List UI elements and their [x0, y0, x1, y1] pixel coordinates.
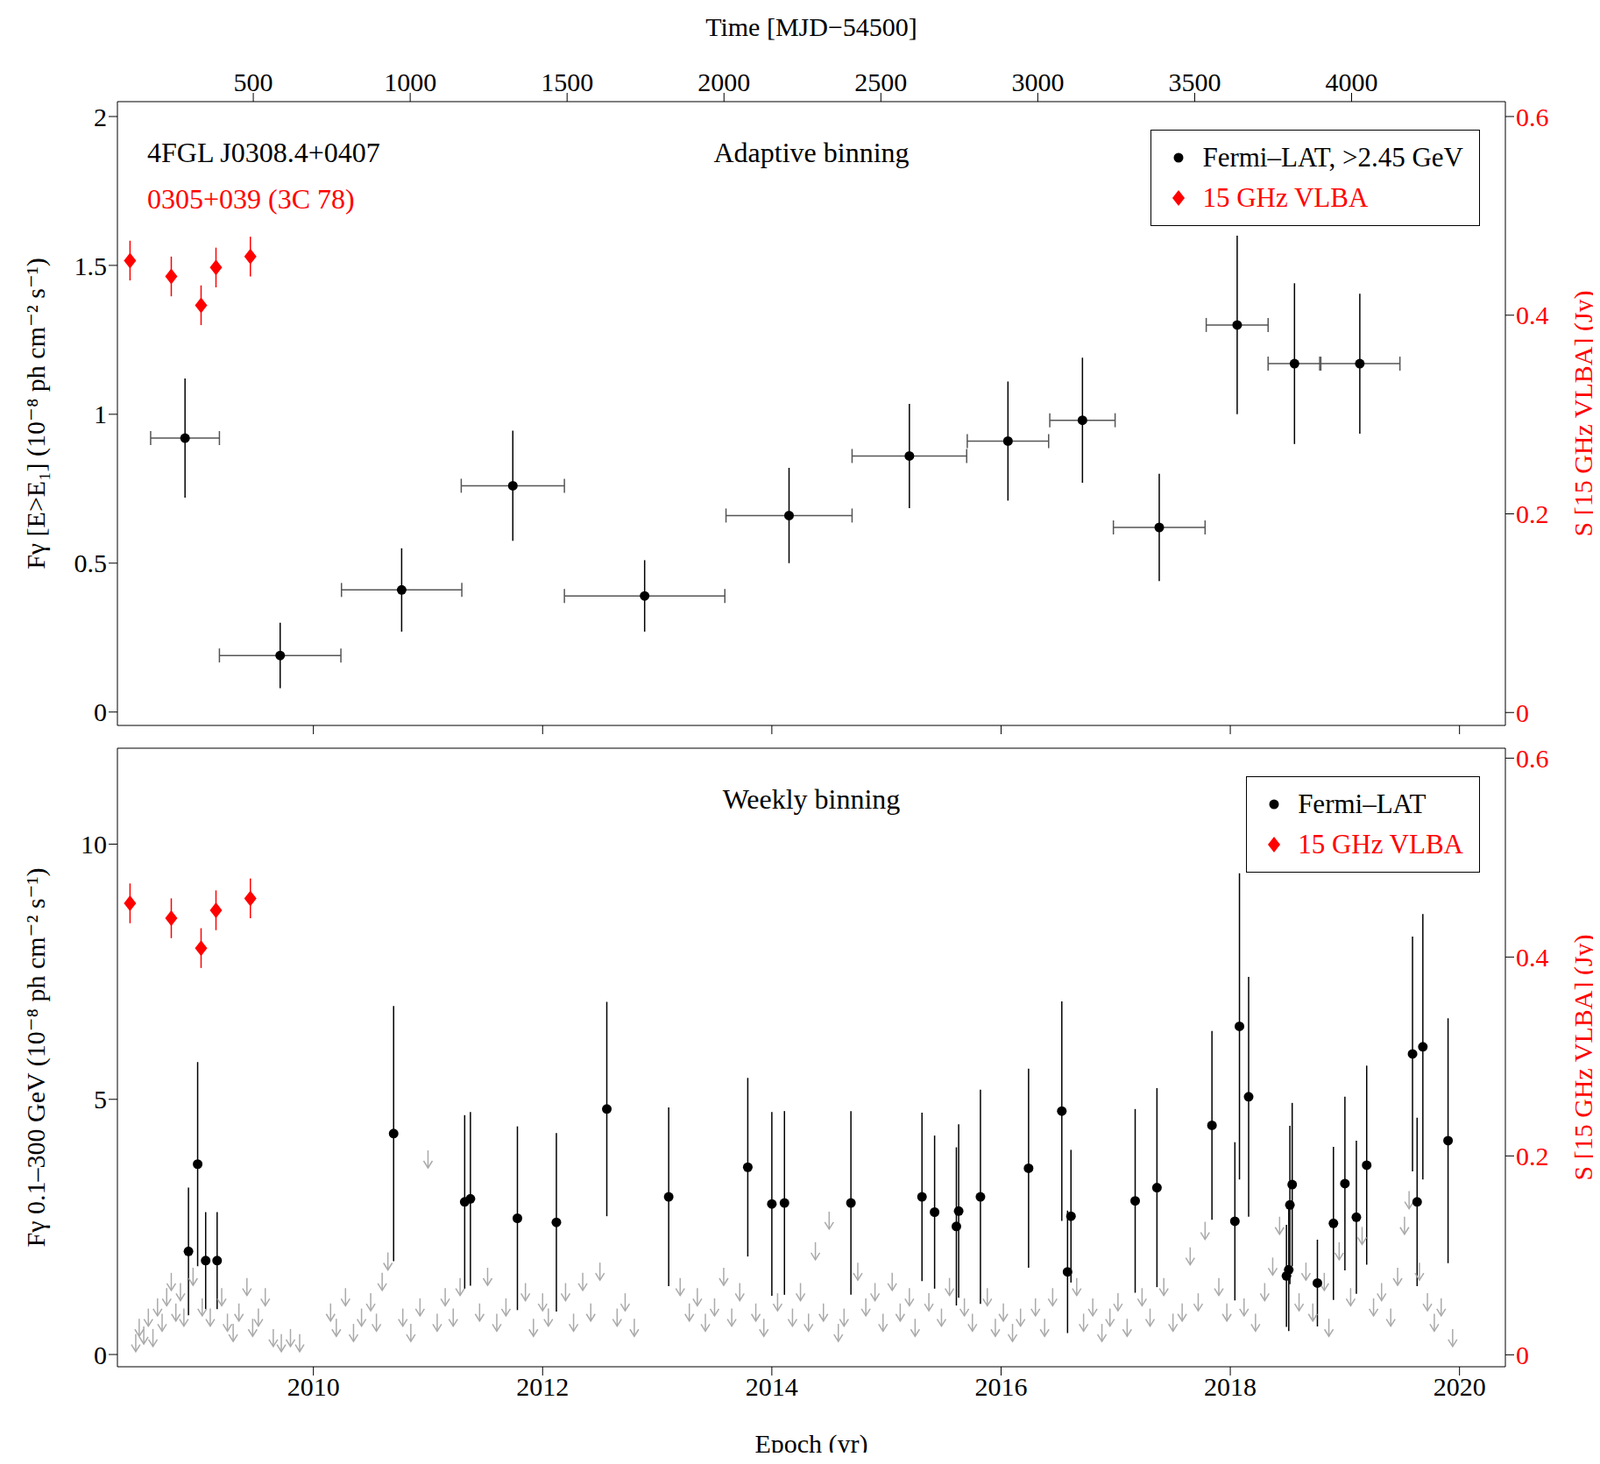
svg-text:0: 0	[1515, 1340, 1530, 1370]
svg-text:5: 5	[93, 1084, 107, 1114]
html-text:15 GHz VLBA: 15 GHz VLBA	[1202, 182, 1369, 213]
svg-text:0.2: 0.2	[1515, 1141, 1550, 1171]
svg-text:S [15 GHz VLBA] (Jy): S [15 GHz VLBA] (Jy)	[1568, 290, 1593, 537]
svg-text:Epoch (yr): Epoch (yr)	[754, 1429, 868, 1453]
svg-text:0: 0	[93, 1340, 107, 1370]
html-text:Fermi–LAT, >2.45 GeV: Fermi–LAT, >2.45 GeV	[1202, 141, 1464, 173]
svg-text:3500: 3500	[1168, 67, 1221, 97]
svg-text:0: 0	[1515, 698, 1530, 728]
svg-text:2020: 2020	[1433, 1372, 1487, 1402]
svg-text:4000: 4000	[1325, 67, 1379, 97]
svg-text:500: 500	[233, 67, 274, 97]
svg-text:0: 0	[93, 697, 107, 727]
svg-text:10: 10	[80, 829, 107, 859]
svg-text:1.5: 1.5	[74, 251, 108, 281]
svg-text:2010: 2010	[287, 1372, 340, 1402]
html-text:Adaptive binning: Adaptive binning	[713, 136, 910, 169]
html-text:Fermi–LAT: Fermi–LAT	[1297, 788, 1427, 820]
svg-text:2: 2	[93, 102, 107, 132]
svg-text:S [15 GHz VLBA] (Jy): S [15 GHz VLBA] (Jy)	[1568, 934, 1593, 1181]
svg-text:3000: 3000	[1011, 67, 1064, 97]
svg-text:Time [MJD−54500]: Time [MJD−54500]	[705, 12, 918, 42]
svg-text:2500: 2500	[854, 67, 907, 97]
svg-text:0.6: 0.6	[1515, 743, 1550, 773]
svg-text:0.4: 0.4	[1515, 942, 1550, 972]
svg-text:2012: 2012	[516, 1372, 569, 1402]
svg-text:0.5: 0.5	[74, 548, 108, 578]
svg-text:0.6: 0.6	[1515, 102, 1550, 132]
html-text:4FGL J0308.4+0407: 4FGL J0308.4+0407	[147, 136, 381, 169]
svg-text:2018: 2018	[1203, 1372, 1257, 1402]
svg-text:Fγ [E>E₁] (10⁻⁸ ph cm⁻² s⁻¹): Fγ [E>E₁] (10⁻⁸ ph cm⁻² s⁻¹)	[21, 257, 51, 570]
html-text:0305+039 (3C 78): 0305+039 (3C 78)	[147, 183, 355, 215]
html-text:15 GHz VLBA: 15 GHz VLBA	[1297, 828, 1464, 860]
svg-text:0.4: 0.4	[1515, 300, 1550, 330]
svg-text:Fγ 0.1–300 GeV (10⁻⁸ ph cm⁻² s: Fγ 0.1–300 GeV (10⁻⁸ ph cm⁻² s⁻¹)	[21, 868, 51, 1248]
svg-text:1000: 1000	[383, 67, 437, 97]
svg-text:1: 1	[93, 399, 107, 429]
svg-text:1500: 1500	[540, 67, 594, 97]
svg-text:2014: 2014	[745, 1372, 799, 1402]
html-text:Weekly binning: Weekly binning	[722, 783, 901, 815]
svg-text:0.2: 0.2	[1515, 499, 1550, 529]
svg-text:2016: 2016	[974, 1372, 1027, 1402]
svg-text:2000: 2000	[697, 67, 751, 97]
